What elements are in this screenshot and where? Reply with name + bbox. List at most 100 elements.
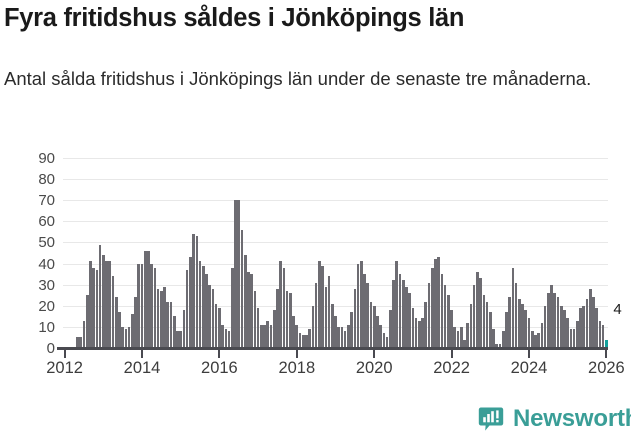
bar (163, 286, 166, 348)
bar (182, 310, 186, 348)
bar-value-label: 4 (613, 300, 622, 318)
bar (289, 293, 292, 348)
bar (553, 293, 557, 348)
bar (359, 261, 363, 348)
bar (430, 267, 434, 348)
bar (537, 333, 540, 348)
bar (595, 307, 599, 348)
x-axis-tick (295, 350, 298, 358)
newsworthy-logo[interactable]: Newsworthy (478, 404, 631, 434)
bar (511, 267, 515, 348)
bar (498, 343, 502, 348)
y-axis-tick-label: 70 (38, 192, 55, 210)
bar (501, 331, 505, 348)
bar (547, 293, 550, 348)
x-axis-tick-label: 2012 (46, 359, 83, 377)
bar (224, 329, 228, 348)
bar (340, 326, 344, 348)
bar (382, 333, 386, 348)
bar (459, 326, 463, 348)
bar (347, 324, 350, 348)
bar (366, 282, 370, 348)
bar (134, 297, 137, 348)
bar (263, 324, 266, 348)
bar (269, 324, 273, 348)
bar (514, 282, 518, 348)
bar (447, 295, 450, 348)
bar (327, 276, 331, 348)
bar (79, 337, 83, 348)
bar-chart: 0 10 20 30 40 50 60 70 80 90 2012 2014 2016 2018 2020… (0, 145, 631, 395)
bar (476, 272, 479, 348)
bar (266, 320, 270, 348)
x-axis-tick (373, 350, 376, 358)
bar (505, 312, 508, 348)
bar (143, 250, 147, 348)
bar (153, 267, 157, 348)
bar (127, 326, 131, 348)
bar (172, 316, 176, 348)
bar (201, 265, 205, 348)
newsworthy-wordmark: Newsworthy (513, 405, 631, 432)
bar (508, 297, 511, 348)
bar (192, 234, 195, 348)
x-axis-tick-label: 2020 (355, 359, 393, 377)
bar (218, 307, 221, 348)
bar (601, 324, 605, 348)
bar (305, 335, 308, 348)
bar (582, 305, 586, 348)
bar (492, 329, 495, 348)
bar (369, 301, 373, 348)
bar (353, 288, 357, 348)
y-axis: 0 10 20 30 40 50 60 70 80 90 (15, 151, 55, 356)
y-axis-tick-label: 30 (38, 276, 55, 294)
bar (585, 299, 589, 348)
x-axis-tick (450, 350, 453, 358)
gridline (63, 305, 608, 307)
y-axis-tick-label: 10 (38, 318, 55, 336)
plot-area (63, 158, 608, 349)
bar (118, 312, 121, 348)
bar (124, 329, 128, 348)
bar (279, 261, 282, 348)
bar (324, 286, 328, 348)
y-axis-tick-label: 60 (38, 213, 55, 231)
bar (189, 257, 192, 348)
bar (363, 274, 366, 348)
bar (156, 288, 160, 348)
bar (437, 257, 440, 348)
gridline (63, 200, 608, 202)
bar (301, 335, 305, 348)
y-axis-tick-label: 50 (38, 234, 55, 252)
bar (450, 310, 453, 348)
bar (292, 316, 295, 348)
gridline (63, 284, 608, 286)
bar (272, 310, 276, 348)
bar (237, 200, 241, 348)
gridline (63, 263, 608, 265)
bar (247, 272, 250, 348)
bar (566, 318, 569, 348)
bar (85, 295, 89, 348)
bar (485, 301, 489, 348)
bar (227, 331, 231, 348)
bar (350, 312, 353, 348)
bar (453, 326, 457, 348)
bar (334, 316, 337, 348)
bar (314, 282, 318, 348)
bar (298, 333, 302, 348)
bar (469, 303, 473, 348)
bar (82, 320, 86, 348)
bar (356, 263, 360, 348)
bar-chart-speech-bubble-icon (478, 406, 504, 432)
x-axis-tick-label: 2014 (123, 359, 161, 377)
bar (330, 303, 334, 348)
bar (376, 316, 379, 348)
bar (295, 324, 299, 348)
bar (98, 244, 102, 348)
bar (401, 280, 405, 348)
bar (211, 288, 215, 348)
x-axis-tick-label: 2018 (278, 359, 316, 377)
chart-subtitle: Antal sålda fritidshus i Jönköpings län … (4, 68, 592, 89)
bar (488, 312, 492, 348)
